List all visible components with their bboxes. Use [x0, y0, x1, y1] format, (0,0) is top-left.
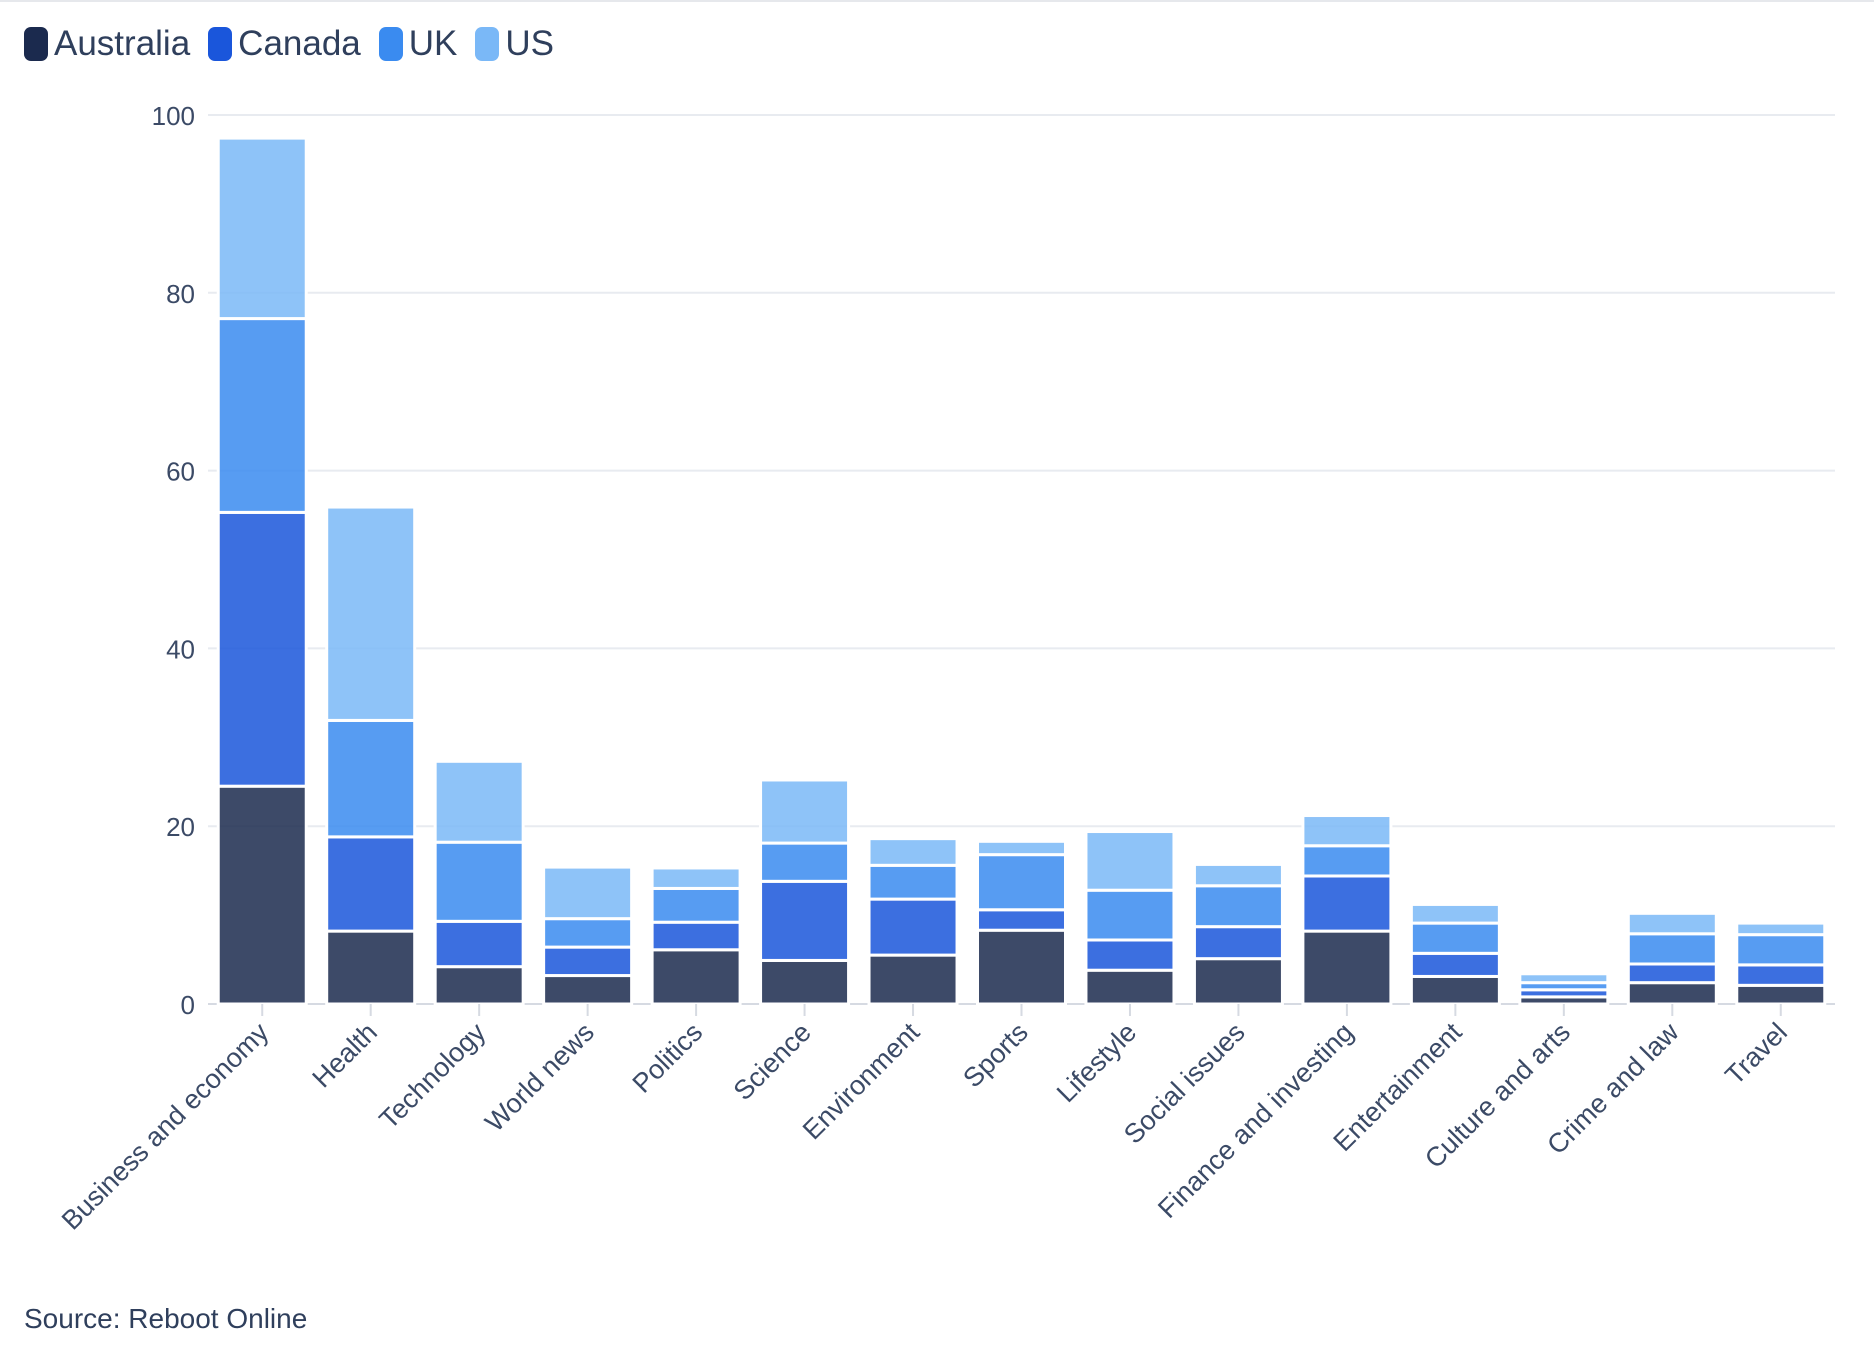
bar-canada-science [759, 879, 851, 962]
top-border [0, 0, 1874, 2]
legend-label: Canada [238, 24, 361, 63]
x-tick-label: Technology [374, 1017, 492, 1135]
x-tick-label: World news [479, 1017, 600, 1138]
x-tick-label: Lifestyle [1051, 1017, 1142, 1108]
bar-us-entertainment [1409, 902, 1501, 925]
bar-uk-world-news [542, 917, 634, 949]
bar-australia-crime-and-law [1626, 981, 1718, 1006]
bar-australia-lifestyle [1084, 968, 1176, 1006]
bar-australia-science [759, 958, 851, 1006]
bar-australia-technology [433, 965, 525, 1006]
bar-uk-science [759, 841, 851, 883]
legend-label: UK [408, 24, 458, 63]
legend-item-australia[interactable]: Australia [24, 24, 190, 64]
x-tick-label: Politics [627, 1017, 709, 1099]
y-tick-label: 40 [166, 634, 195, 664]
x-tick-label: Finance and investing [1152, 1017, 1359, 1224]
bar-us-travel [1735, 921, 1827, 937]
legend-item-uk[interactable]: UK [378, 24, 458, 64]
bar-uk-entertainment [1409, 921, 1501, 955]
bar-uk-politics [650, 886, 742, 924]
bar-uk-finance-and-investing [1301, 844, 1393, 878]
bar-australia-sports [976, 928, 1067, 1006]
bar-us-crime-and-law [1626, 911, 1718, 936]
y-tick-label: 20 [166, 812, 195, 842]
chart-legend: Australia Canada UK US [24, 24, 554, 64]
bar-canada-technology [433, 919, 525, 969]
y-tick-label: 80 [166, 279, 195, 309]
stacked-bar-chart: 0 20 40 60 80 100 Business and economy HealthTe… [56, 101, 1835, 1236]
x-tick-label: Travel [1719, 1017, 1793, 1091]
bar-us-science [759, 778, 851, 845]
bar-us-business-and-economy [216, 136, 308, 321]
bar-us-world-news [542, 865, 634, 921]
bar-uk-health [325, 718, 417, 839]
bar-australia-environment [867, 953, 959, 1006]
bar-canada-lifestyle [1084, 938, 1176, 972]
bar-uk-environment [867, 863, 959, 901]
bar-canada-crime-and-law [1626, 962, 1718, 985]
legend-swatch [475, 27, 500, 61]
bar-australia-health [325, 929, 417, 1006]
legend-label: US [505, 24, 555, 63]
bar-us-environment [867, 837, 959, 867]
bar-us-technology [433, 759, 525, 844]
bar-canada-business-and-economy [216, 510, 308, 788]
bar-uk-social-issues [1192, 884, 1284, 929]
legend-swatch [378, 27, 403, 61]
bar-canada-travel [1735, 963, 1827, 987]
legend-item-us[interactable]: US [475, 24, 554, 64]
x-tick-label: Environment [797, 1017, 926, 1146]
x-tick-label: Health [307, 1017, 383, 1093]
bar-canada-entertainment [1409, 951, 1501, 978]
bar-australia-finance-and-investing [1301, 929, 1393, 1006]
bar-canada-finance-and-investing [1301, 874, 1393, 933]
bar-canada-politics [650, 920, 742, 952]
bar-australia-entertainment [1409, 974, 1501, 1006]
bar-us-sports [976, 839, 1067, 857]
legend-swatch [24, 27, 48, 61]
legend-swatch [208, 27, 233, 61]
y-tick-label: 0 [181, 990, 195, 1020]
x-tick-label: Sports [957, 1017, 1033, 1093]
bar-canada-sports [976, 908, 1067, 932]
y-tick-label: 100 [152, 101, 195, 131]
bar-australia-social-issues [1192, 957, 1284, 1006]
x-tick-label: Business and economy [56, 1017, 275, 1236]
bar-uk-sports [976, 853, 1067, 912]
legend-label: Australia [54, 24, 191, 63]
bar-australia-politics [650, 948, 742, 1006]
bar-uk-technology [433, 840, 525, 923]
bar-us-social-issues [1192, 862, 1284, 888]
bar-us-lifestyle [1084, 830, 1176, 892]
bar-uk-crime-and-law [1626, 932, 1718, 966]
y-tick-label: 60 [166, 457, 195, 487]
bar-uk-business-and-economy [216, 317, 308, 514]
source-note: Source: Reboot Online [24, 1303, 308, 1334]
bar-canada-world-news [542, 945, 634, 978]
bar-australia-business-and-economy [216, 784, 308, 1006]
bar-canada-social-issues [1192, 925, 1284, 961]
bar-australia-travel [1735, 983, 1827, 1006]
bar-us-finance-and-investing [1301, 814, 1393, 848]
bar-canada-environment [867, 897, 959, 957]
bar-us-health [325, 505, 417, 722]
legend-item-canada[interactable]: Canada [208, 24, 361, 64]
bar-australia-world-news [542, 974, 634, 1006]
bar-canada-health [325, 835, 417, 933]
bar-uk-lifestyle [1084, 888, 1176, 942]
bar-us-politics [650, 866, 742, 890]
x-tick-label: Science [728, 1017, 817, 1106]
bar-us-culture-and-arts [1518, 972, 1610, 985]
bar-uk-travel [1735, 933, 1827, 967]
